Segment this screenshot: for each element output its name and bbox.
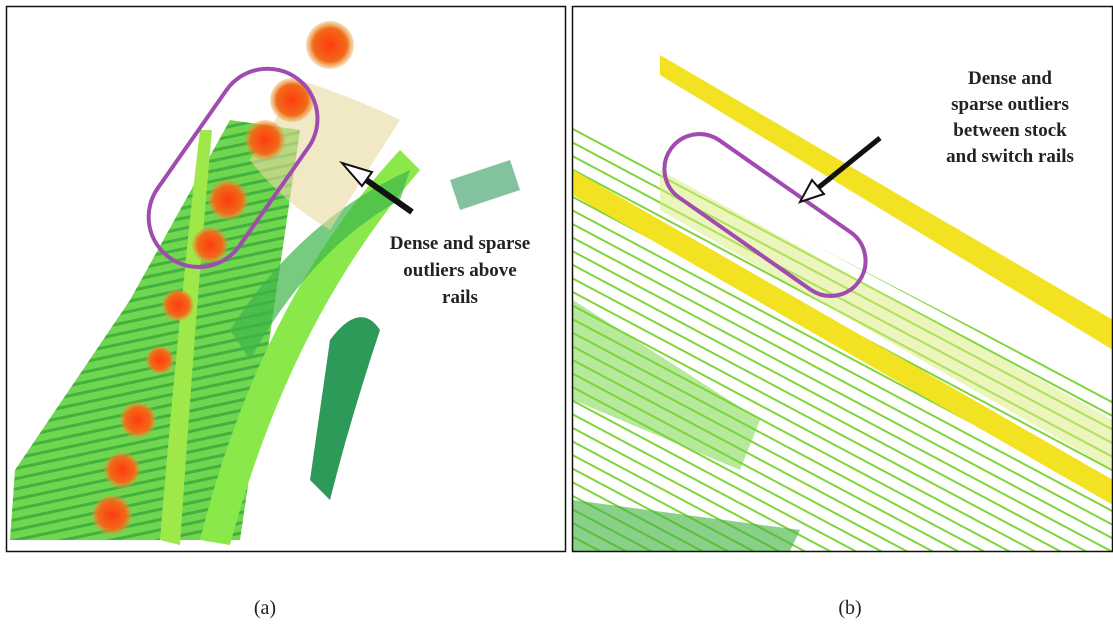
annotation-line: outliers above	[403, 260, 516, 281]
figure: Dense and sparse outliers above rails De…	[0, 0, 1113, 626]
caption: (b)	[838, 597, 861, 619]
caption: (a)	[254, 597, 276, 619]
annotation-line: sparse outliers	[951, 94, 1069, 115]
panel-a-image	[10, 21, 520, 545]
annotation-line: rails	[442, 287, 478, 308]
annotation-line: Dense and sparse	[390, 233, 530, 254]
annotation-line: between stock	[953, 120, 1067, 141]
page: Dense and sparse outliers above rails De…	[0, 0, 1113, 626]
annotation-line: Dense and	[968, 68, 1052, 89]
annotation-line: and switch rails	[946, 146, 1074, 167]
